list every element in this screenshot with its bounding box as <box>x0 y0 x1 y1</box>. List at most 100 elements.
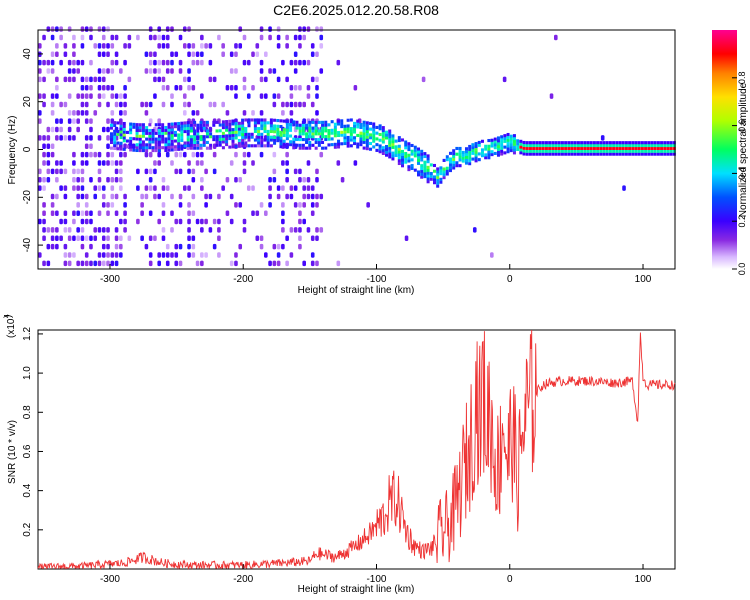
spectrogram-ridge-cell <box>202 140 206 144</box>
spectrogram-ridge-cell <box>237 130 241 134</box>
spectrogram-cell <box>114 168 119 175</box>
spectrogram-ridge-cell <box>218 134 222 139</box>
spectrogram-ridge-cell <box>221 134 225 138</box>
spectrogram-ridge-cell <box>282 128 286 132</box>
spectrogram-cell <box>80 59 85 66</box>
spectrogram-ridge-cell <box>496 139 500 143</box>
spectrogram-cell <box>97 51 102 58</box>
spectrogram-ridge-cell <box>554 149 558 153</box>
spectrogram-ridge-cell <box>401 161 405 165</box>
spectrogram-ridge-cell <box>301 146 305 150</box>
spectrogram-cell <box>119 168 123 175</box>
spectrogram-ridge-cell <box>660 146 664 150</box>
spectrogram-ridge-cell <box>378 132 382 137</box>
spectrogram-ridge-cell <box>410 143 414 148</box>
spectrogram-ridge-cell <box>401 149 405 153</box>
spectrogram-cell <box>50 126 55 133</box>
spectrogram-cell <box>50 26 55 32</box>
spectrogram-cell <box>182 43 187 49</box>
snr-x-tick-label: -300 <box>100 574 120 585</box>
spectrogram-ridge-cell <box>346 118 350 122</box>
spectrogram-cell <box>97 176 102 183</box>
spectrogram-ridge-cell <box>119 133 123 137</box>
spectrogram-cell <box>315 176 319 183</box>
spectrogram-ridge-cell <box>209 146 213 150</box>
spectrogram-cell <box>119 110 123 116</box>
spectrogram-cell <box>366 202 370 208</box>
spectrogram-ridge-cell <box>173 125 177 129</box>
spectrogram-cell <box>46 26 51 32</box>
spectrogram-ridge-cell <box>423 152 427 156</box>
spectrogram-ridge-cell <box>516 139 520 143</box>
spectrogram-ridge-cell <box>621 141 625 145</box>
spectrogram-cell <box>174 218 179 225</box>
spectrogram-ridge-cell <box>260 144 264 148</box>
spectrogram-ridge-cell <box>257 118 261 122</box>
spectrogram-cell <box>84 93 89 99</box>
spectrogram-ridge-cell <box>388 135 392 139</box>
spectrogram-cell <box>238 26 243 32</box>
spectrogram-ridge-cell <box>544 146 548 150</box>
spectrogram-ridge-cell <box>193 120 197 124</box>
spectrogram-cell <box>187 252 191 258</box>
spectrogram-ridge-cell <box>509 146 513 150</box>
spectrogram-ridge-cell <box>228 128 232 132</box>
spectrogram-cell <box>229 68 234 74</box>
spectrogram-cell <box>38 93 42 99</box>
spectrogram-ridge-cell <box>173 130 177 134</box>
spectrogram-cell <box>246 185 251 191</box>
spectrogram-ridge-cell <box>273 135 277 140</box>
spectrogram-cell <box>187 101 191 108</box>
spectrogram-cell <box>221 185 225 191</box>
spectrogram-ridge-cell <box>487 156 491 160</box>
spectrogram-cell <box>310 51 315 58</box>
spectrogram-ridge-cell <box>532 152 536 156</box>
spectrogram-ridge-cell <box>298 123 302 127</box>
spectrogram-cell <box>298 26 302 32</box>
spectrogram-ridge-cell <box>285 119 289 123</box>
spectrogram-ridge-cell <box>151 128 155 133</box>
spectrogram-ridge-cell <box>448 166 452 170</box>
spectrogram-ridge-cell <box>557 141 561 145</box>
spectrogram-ridge-cell <box>263 138 267 142</box>
spectrogram-ridge-cell <box>656 141 660 145</box>
spectrogram-ridge-cell <box>260 141 264 145</box>
spectrogram-ridge-cell <box>468 153 472 157</box>
spectrogram-cell <box>89 26 93 32</box>
spectrogram-ridge-cell <box>413 154 417 158</box>
spectrogram-ridge-cell <box>305 123 309 127</box>
spectrogram-ridge-cell <box>586 144 590 148</box>
spectrogram-cell <box>127 76 132 83</box>
spectrogram-ridge-cell <box>544 144 548 148</box>
spectrogram-cell <box>285 34 289 41</box>
spectrogram-cell <box>200 151 204 158</box>
spectrogram-cell <box>251 84 255 91</box>
spectrogram-ridge-cell <box>592 141 596 145</box>
spectrogram-ridge-cell <box>266 121 270 125</box>
spectrogram-cell <box>148 51 153 58</box>
spectrogram-ridge-cell <box>490 153 494 157</box>
spectrogram-cell <box>106 176 110 183</box>
spectrogram-cell <box>97 227 102 233</box>
spectrogram-cell <box>217 34 221 41</box>
spectrogram-cell <box>80 101 85 108</box>
spectrogram-x-tick-label: 0 <box>507 274 513 285</box>
spectrogram-ridge-cell <box>269 118 273 122</box>
spectrogram-cell <box>229 51 234 58</box>
spectrogram-ridge-cell <box>429 174 433 178</box>
spectrogram-cell <box>84 143 89 150</box>
spectrogram-cell <box>67 26 72 32</box>
snr-y-ticks: 0.20.40.60.81.01.2 <box>22 327 43 537</box>
spectrogram-ridge-cell <box>141 131 145 135</box>
spectrogram-cell <box>140 210 144 216</box>
spectrogram-ridge-cell <box>199 120 203 124</box>
spectrogram-ridge-cell <box>196 123 200 127</box>
spectrogram-cell <box>84 101 89 108</box>
spectrogram-ridge-cell <box>167 134 171 138</box>
spectrogram-cell <box>200 260 204 267</box>
spectrogram-ridge-cell <box>615 149 619 153</box>
spectrogram-ridge-cell <box>432 169 436 173</box>
spectrogram-ridge-cell <box>474 142 478 146</box>
spectrogram-ridge-cell <box>410 149 414 153</box>
spectrogram-ridge-cell <box>640 141 644 145</box>
